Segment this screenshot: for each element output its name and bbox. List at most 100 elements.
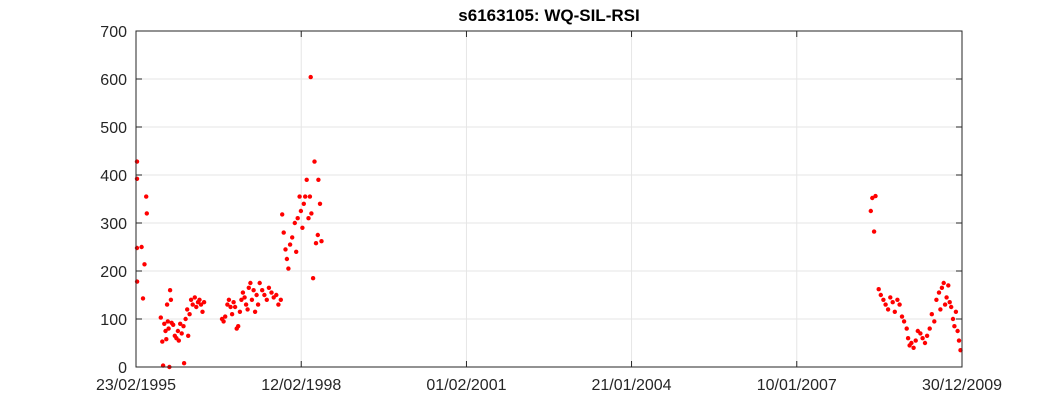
chart-title: s6163105: WQ-SIL-RSI <box>458 6 639 25</box>
data-point <box>266 285 272 290</box>
data-point <box>878 292 883 298</box>
plot-area-frame <box>135 30 963 368</box>
x-tick-label: 10/01/2007 <box>757 377 837 394</box>
data-point <box>284 256 290 262</box>
data-point <box>304 177 309 182</box>
data-point <box>164 337 169 342</box>
data-point <box>295 216 300 221</box>
y-tick-label: 200 <box>100 264 127 281</box>
data-point <box>927 326 932 331</box>
data-point <box>873 193 878 199</box>
data-point <box>198 302 204 307</box>
x-tick-label: 01/02/2001 <box>426 377 506 394</box>
data-point <box>952 324 957 329</box>
data-point <box>171 322 176 327</box>
data-point <box>178 321 183 326</box>
data-point <box>226 297 232 302</box>
data-point <box>286 266 291 271</box>
data-point <box>144 211 149 216</box>
data-point <box>307 194 313 199</box>
data-point <box>232 304 238 310</box>
data-points-layer <box>134 74 963 370</box>
data-point <box>944 295 949 300</box>
data-point <box>158 315 163 320</box>
data-point <box>231 300 236 305</box>
data-point <box>237 309 243 314</box>
data-point <box>909 340 914 346</box>
data-point <box>221 319 226 324</box>
data-point <box>240 290 246 295</box>
data-point <box>920 336 925 341</box>
data-point <box>188 297 194 302</box>
data-point <box>228 304 233 310</box>
data-point <box>939 285 945 290</box>
data-point <box>262 292 267 298</box>
y-tick-label: 400 <box>100 168 127 185</box>
y-tick-label: 600 <box>100 72 127 89</box>
data-point <box>956 338 962 343</box>
data-point <box>162 321 167 326</box>
data-point <box>911 345 916 350</box>
data-point <box>308 74 313 80</box>
data-point <box>315 232 320 238</box>
data-point <box>904 326 909 331</box>
data-point <box>245 307 250 312</box>
data-point <box>252 309 258 314</box>
data-point <box>312 159 317 164</box>
data-point <box>316 177 321 182</box>
data-point <box>257 280 262 286</box>
data-point <box>246 285 251 290</box>
data-point <box>280 212 285 217</box>
data-point <box>254 292 259 298</box>
data-point <box>949 304 954 310</box>
data-point <box>290 235 295 240</box>
data-point <box>310 276 316 281</box>
data-point <box>303 194 308 199</box>
data-point <box>134 159 140 164</box>
data-point <box>885 307 891 312</box>
data-point <box>317 201 323 206</box>
data-point <box>139 244 144 250</box>
x-tick-label: 23/02/1995 <box>96 377 176 394</box>
data-point <box>201 300 207 305</box>
data-point <box>192 295 197 300</box>
data-point <box>229 312 235 317</box>
data-point <box>955 328 960 334</box>
data-point <box>186 333 191 338</box>
data-point <box>301 201 306 206</box>
data-point <box>313 241 319 246</box>
data-point <box>197 297 202 302</box>
y-tick-label: 500 <box>100 120 127 137</box>
data-point <box>160 339 165 344</box>
data-point <box>941 280 946 286</box>
data-point <box>251 288 256 293</box>
data-point <box>187 312 192 317</box>
data-point <box>950 316 956 322</box>
data-point <box>283 247 288 252</box>
data-point <box>243 302 249 307</box>
data-point <box>168 297 174 302</box>
data-point <box>946 283 951 288</box>
data-point <box>134 245 140 251</box>
data-point <box>300 225 305 230</box>
data-point <box>924 333 930 338</box>
data-point <box>134 176 140 181</box>
data-point <box>936 290 942 295</box>
data-point <box>870 195 875 201</box>
data-point <box>181 361 187 366</box>
data-point <box>165 319 170 324</box>
data-point <box>163 328 168 334</box>
x-tick-label: 30/12/2009 <box>922 377 1002 394</box>
data-point <box>901 319 907 324</box>
data-point <box>938 307 943 312</box>
y-tick-labels: 0 100 200 300 400 500 600 700 <box>100 24 127 377</box>
x-tick-labels: 23/02/1995 12/02/1998 01/02/2001 21/01/2004… <box>96 377 1002 394</box>
data-point <box>223 314 228 319</box>
data-point <box>167 288 173 293</box>
data-point <box>179 331 184 336</box>
data-point <box>269 290 274 295</box>
data-point <box>183 316 188 322</box>
data-point <box>248 280 253 286</box>
